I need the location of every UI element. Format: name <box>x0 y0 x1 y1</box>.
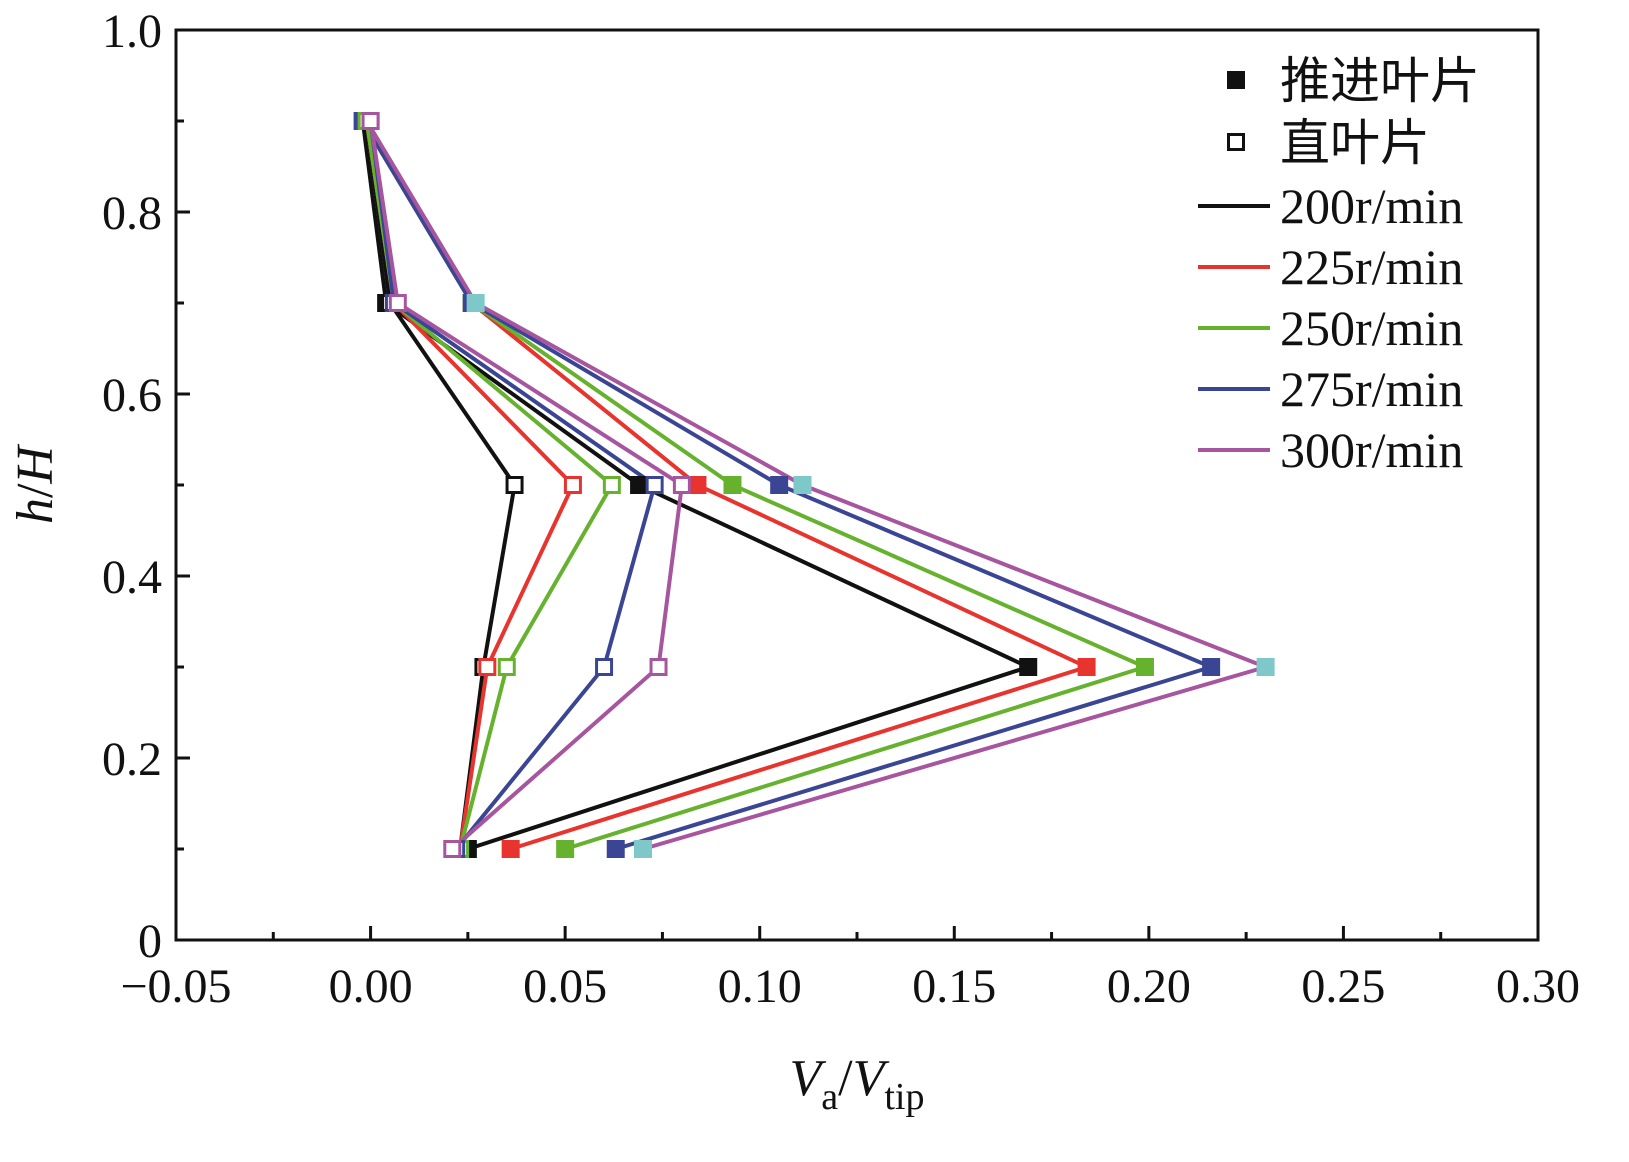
x-tick-label: −0.05 <box>120 960 231 1013</box>
data-point-open <box>388 294 407 312</box>
legend-label: 225r/min <box>1280 239 1463 295</box>
data-point-filled <box>1077 658 1096 676</box>
y-axis-title: h/H <box>7 444 64 524</box>
legend-label: 直叶片 <box>1280 115 1430 171</box>
data-point-open <box>645 476 664 494</box>
legend-label: 300r/min <box>1280 422 1463 478</box>
series-lines <box>360 119 1272 851</box>
data-point-filled <box>1256 658 1275 676</box>
data-point-filled <box>723 476 742 494</box>
data-point-filled <box>630 476 649 494</box>
data-point-open <box>649 658 668 676</box>
data-point-open <box>497 658 516 676</box>
data-point-filled <box>556 840 575 858</box>
data-point-filled <box>501 840 520 858</box>
legend-marker-open <box>1227 133 1245 151</box>
series-markers <box>353 112 1275 858</box>
data-point-filled <box>1019 658 1038 676</box>
x-tick-label: 0.15 <box>912 960 996 1013</box>
y-tick-label: 0.8 <box>102 187 162 240</box>
series-line <box>361 119 1151 851</box>
y-tick-label: 0.6 <box>102 369 162 422</box>
data-point-open <box>505 476 524 494</box>
data-point-open <box>361 112 380 130</box>
y-tick-label: 0.4 <box>102 551 162 604</box>
x-tick-label: 0.25 <box>1301 960 1385 1013</box>
data-point-filled <box>1135 658 1154 676</box>
x-tick-label: 0.30 <box>1496 960 1580 1013</box>
x-tick-label: 0.20 <box>1107 960 1191 1013</box>
data-point-open <box>602 476 621 494</box>
data-point-filled <box>466 294 485 312</box>
y-tick-label: 0 <box>138 915 162 968</box>
legend-label: 200r/min <box>1280 178 1463 234</box>
legend-label: 推进叶片 <box>1280 53 1480 109</box>
data-point-open <box>595 658 614 676</box>
data-point-open <box>443 840 462 858</box>
y-tick-label: 1.0 <box>102 5 162 58</box>
series-line <box>364 119 1272 851</box>
series-line <box>364 120 576 850</box>
x-tick-label: 0.10 <box>718 960 802 1013</box>
legend-label: 250r/min <box>1280 300 1463 356</box>
legend-marker-filled <box>1227 71 1245 89</box>
data-point-open <box>478 658 497 676</box>
data-point-filled <box>770 476 789 494</box>
data-point-filled <box>793 476 812 494</box>
data-point-filled <box>1202 658 1221 676</box>
data-point-open <box>563 476 582 494</box>
x-tick-label: 0.00 <box>329 960 413 1013</box>
legend-label: 275r/min <box>1280 361 1463 417</box>
data-point-open <box>672 476 691 494</box>
x-tick-label: 0.05 <box>523 960 607 1013</box>
data-point-filled <box>606 840 625 858</box>
x-axis-title: Va/Vtip <box>790 1050 925 1118</box>
axis-ticks: −0.05 0.00 0.05 0.10 0.15 0.20 0.25 0.30 0 0.2 0.4… <box>102 5 1580 1013</box>
y-tick-label: 0.2 <box>102 733 162 786</box>
data-point-filled <box>633 840 652 858</box>
data-point-filled <box>688 476 707 494</box>
